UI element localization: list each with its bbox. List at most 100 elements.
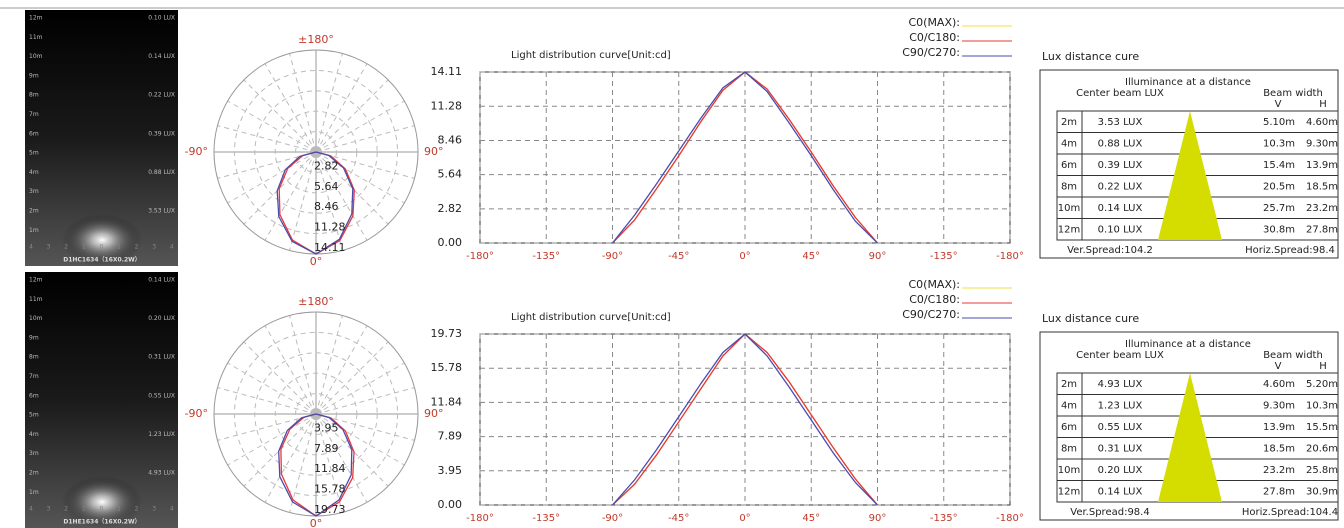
spoke [217, 387, 317, 415]
ring [295, 131, 337, 173]
scale-label: 4 [170, 506, 174, 513]
distance-label: 11m [29, 296, 43, 303]
distance-label: 7m [29, 373, 39, 380]
lux-title: Lux distance cure [1042, 312, 1139, 325]
legend-label: C0/C180: [909, 31, 960, 44]
row-lux: 0.31 LUX [1098, 443, 1143, 454]
ring [274, 110, 358, 194]
h-col-head: H [1319, 99, 1327, 110]
y-tick-label: 11.84 [431, 395, 463, 408]
ver-spread: Ver.Spread:98.4 [1070, 507, 1149, 518]
row-lux: 0.20 LUX [1098, 465, 1143, 476]
row-distance: 8m [1061, 181, 1077, 192]
row-distance: 2m [1061, 379, 1077, 390]
row-h: 18.5m [1306, 181, 1338, 192]
distance-label: 1m [29, 489, 39, 496]
row-h: 9.30m [1306, 138, 1338, 149]
y-tick-label: 19.73 [431, 327, 463, 340]
spoke [315, 63, 368, 153]
scale-label: 4 [29, 506, 33, 513]
x-tick-label: 0° [739, 513, 750, 524]
spoke [315, 325, 368, 415]
x-tick-label: -90° [602, 251, 623, 262]
distance-label: 10m [29, 315, 43, 322]
lux-label: 0.10 LUX [148, 15, 175, 22]
row-h: 10.3m [1306, 400, 1338, 411]
row-v: 30.8m [1263, 224, 1295, 235]
distance-label: 9m [29, 72, 39, 79]
lux-label: 0.55 LUX [148, 392, 175, 399]
x-tick-label: -45° [668, 251, 689, 262]
row-distance: 10m [1058, 465, 1080, 476]
lux-label: 0.14 LUX [148, 277, 175, 284]
spoke [264, 325, 317, 415]
chart-title: Light distribution curve[Unit:cd] [511, 312, 671, 323]
scale-label: 2 [135, 244, 139, 251]
distance-label: 6m [29, 130, 39, 137]
lux-label: 0.39 LUX [148, 130, 175, 137]
x-tick-label: 90° [869, 251, 887, 262]
spoke [243, 151, 317, 225]
angle-label: ±180° [298, 295, 334, 308]
photo-caption: D1HE1634（16X0.2W） [63, 518, 140, 526]
y-tick-label: 2.82 [438, 202, 463, 215]
x-tick-label: 45° [802, 513, 820, 524]
x-tick-label: -45° [668, 513, 689, 524]
spoke [315, 79, 389, 153]
row-h: 23.2m [1306, 203, 1338, 214]
row-h: 27.8m [1306, 224, 1338, 235]
scale-label: 4 [29, 244, 33, 251]
ring [254, 90, 378, 214]
spoke [217, 413, 317, 441]
lux-title: Lux distance cure [1042, 50, 1139, 63]
lux-heading: Illuminance at a distance [1125, 339, 1251, 350]
row-distance: 4m [1061, 138, 1077, 149]
scale-label: 4 [170, 244, 174, 251]
y-tick-label: 7.89 [438, 430, 463, 443]
spoke [315, 151, 368, 241]
distance-label: 2m [29, 470, 39, 477]
chart-title: Light distribution curve[Unit:cd] [511, 50, 671, 61]
x-tick-label: 45° [802, 251, 820, 262]
angle-label: -90° [185, 145, 208, 158]
spoke [315, 362, 405, 415]
lux-label: 1.23 LUX [148, 431, 175, 438]
x-tick-label: 90° [869, 513, 887, 524]
x-tick-label: -135° [532, 251, 560, 262]
row-v: 5.10m [1263, 117, 1295, 128]
row-v: 13.9m [1263, 422, 1295, 433]
spoke [315, 53, 343, 153]
scale-label: 2 [64, 244, 68, 251]
polar-curve [276, 151, 354, 255]
beam-triangle [1158, 111, 1222, 240]
ring-label: 19.73 [314, 503, 346, 516]
lux-label: 0.20 LUX [148, 315, 175, 322]
row-h: 25.8m [1306, 465, 1338, 476]
angle-label: 0° [310, 517, 323, 528]
x-tick-label: -180° [466, 513, 494, 524]
spoke [217, 125, 317, 153]
ver-spread: Ver.Spread:104.2 [1067, 245, 1153, 256]
ring-label: 14.11 [314, 241, 346, 254]
distance-label: 12m [29, 15, 43, 22]
ring-label: 3.95 [314, 421, 339, 434]
y-tick-label: 8.46 [438, 133, 463, 146]
distance-label: 3m [29, 188, 39, 195]
spoke [227, 362, 317, 415]
row-distance: 10m [1058, 203, 1080, 214]
row-v: 9.30m [1263, 400, 1295, 411]
ring [295, 393, 337, 435]
spoke [315, 413, 415, 441]
x-tick-label: -135° [930, 513, 958, 524]
scale-label: 1 [82, 244, 86, 251]
row-lux: 0.22 LUX [1098, 181, 1143, 192]
scale-label: 0 [99, 244, 103, 251]
horiz-spread: Horiz.Spread:98.4 [1245, 245, 1335, 256]
ring [233, 331, 399, 497]
y-tick-label: 5.64 [438, 168, 463, 181]
scale-label: 3 [152, 244, 156, 251]
curve [611, 71, 878, 244]
lux-label: 3.53 LUX [148, 208, 175, 215]
row-h: 4.60m [1306, 117, 1338, 128]
